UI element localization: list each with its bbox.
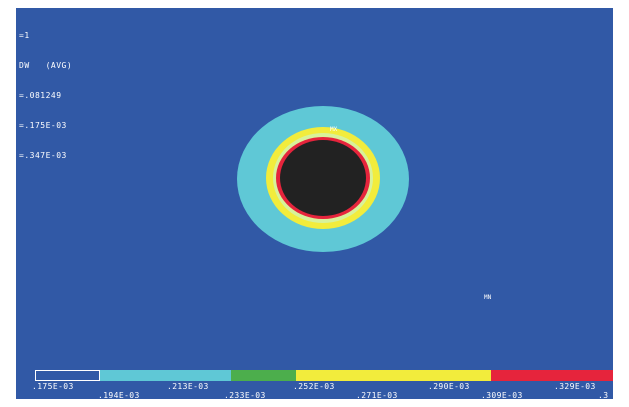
contour-plot-viewport[interactable]: =1 DW (AVG) =.081249 =.175E-03 =.347E-03… <box>16 8 613 399</box>
legend-bottom-label: .233E-03 <box>224 391 266 399</box>
legend-bottom-label: .3 <box>598 391 609 399</box>
hole-region <box>280 140 366 216</box>
legend-color-segment <box>230 370 296 381</box>
contour-plot <box>237 106 409 252</box>
legend-color-segment <box>165 370 231 381</box>
legend-top-label: .252E-03 <box>293 382 335 391</box>
min-marker-label: MN <box>484 294 492 301</box>
info-line: =1 <box>19 31 30 40</box>
info-line: =.175E-03 <box>19 121 67 130</box>
legend-color-segment <box>100 370 166 381</box>
legend-color-segment <box>360 370 426 381</box>
legend-top-label: .290E-03 <box>428 382 470 391</box>
legend-bottom-label: .271E-03 <box>356 391 398 399</box>
legend-bottom-label: .309E-03 <box>481 391 523 399</box>
result-info-block: =1 DW (AVG) =.081249 =.175E-03 =.347E-03 <box>19 11 72 181</box>
legend-color-segment <box>35 370 101 381</box>
info-line: =.081249 <box>19 91 62 100</box>
legend-color-bar <box>35 370 613 381</box>
legend-color-segment <box>491 370 613 381</box>
info-line: DW (AVG) <box>19 61 73 70</box>
max-marker-label: MX <box>330 126 338 133</box>
legend-color-segment <box>295 370 361 381</box>
legend-color-segment <box>425 370 492 381</box>
legend-top-label: .329E-03 <box>554 382 596 391</box>
info-line: =.347E-03 <box>19 151 67 160</box>
legend-top-label: .213E-03 <box>167 382 209 391</box>
legend-top-label: .175E-03 <box>32 382 74 391</box>
legend-bottom-label: .194E-03 <box>98 391 140 399</box>
